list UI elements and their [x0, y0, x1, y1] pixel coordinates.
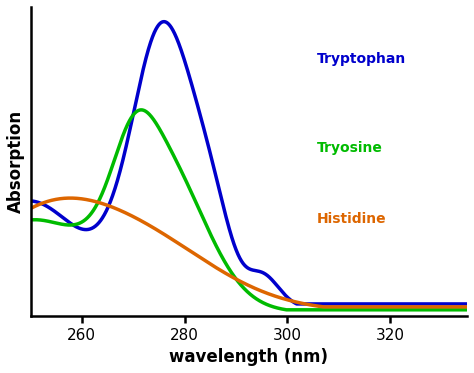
Text: Histidine: Histidine [317, 212, 386, 226]
X-axis label: wavelength (nm): wavelength (nm) [169, 348, 328, 366]
Text: Tryptophan: Tryptophan [317, 51, 406, 66]
Y-axis label: Absorption: Absorption [7, 110, 25, 213]
Text: Tryosine: Tryosine [317, 141, 383, 155]
